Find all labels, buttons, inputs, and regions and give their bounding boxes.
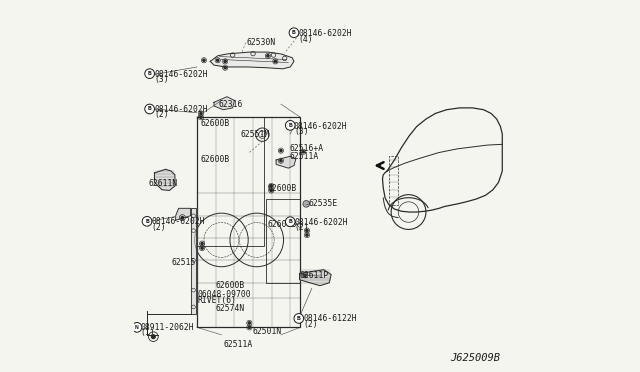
Text: 08146-6202H: 08146-6202H xyxy=(152,217,205,226)
Text: (2): (2) xyxy=(154,110,169,119)
Circle shape xyxy=(248,326,250,328)
Circle shape xyxy=(224,67,227,69)
Polygon shape xyxy=(211,52,294,69)
Text: 62600B: 62600B xyxy=(200,119,230,128)
Polygon shape xyxy=(175,208,191,220)
Text: 62530N: 62530N xyxy=(246,38,276,46)
Circle shape xyxy=(306,234,308,236)
Text: 08146-6202H: 08146-6202H xyxy=(154,105,208,114)
Circle shape xyxy=(270,189,273,192)
Circle shape xyxy=(267,55,269,57)
Text: B: B xyxy=(145,219,149,224)
Text: 08146-6202H: 08146-6202H xyxy=(154,70,208,79)
Text: 62511A: 62511A xyxy=(223,340,253,349)
Circle shape xyxy=(142,217,152,226)
Text: B: B xyxy=(148,106,152,112)
Circle shape xyxy=(200,116,202,118)
Circle shape xyxy=(200,112,202,115)
Text: (2): (2) xyxy=(294,223,309,232)
Text: 08146-6202H: 08146-6202H xyxy=(299,29,353,38)
Text: 62611P: 62611P xyxy=(300,271,329,280)
Circle shape xyxy=(285,217,295,227)
Polygon shape xyxy=(300,270,331,286)
Text: 62611N: 62611N xyxy=(148,179,177,187)
Circle shape xyxy=(285,121,295,130)
Text: 62600B: 62600B xyxy=(215,281,244,290)
Circle shape xyxy=(302,151,305,153)
Circle shape xyxy=(152,335,156,339)
Text: 62600B: 62600B xyxy=(267,220,296,229)
Circle shape xyxy=(145,69,154,78)
Text: 08146-6202H: 08146-6202H xyxy=(294,122,348,131)
Polygon shape xyxy=(214,97,234,110)
Text: 62516+A: 62516+A xyxy=(289,144,324,153)
Circle shape xyxy=(294,314,303,323)
Text: 62574N: 62574N xyxy=(215,304,244,313)
Text: B: B xyxy=(148,71,152,76)
Text: N: N xyxy=(135,325,139,330)
Circle shape xyxy=(201,243,203,245)
Circle shape xyxy=(270,185,273,187)
Circle shape xyxy=(289,28,299,38)
Text: 62600B: 62600B xyxy=(200,155,230,164)
Text: 62551M: 62551M xyxy=(241,130,270,139)
Bar xyxy=(197,117,300,327)
Text: (2): (2) xyxy=(303,320,318,329)
Text: B: B xyxy=(292,30,296,35)
Text: (1): (1) xyxy=(141,328,156,337)
Bar xyxy=(197,117,264,246)
Circle shape xyxy=(280,160,282,162)
Text: 62316: 62316 xyxy=(219,100,243,109)
Text: (3): (3) xyxy=(154,76,169,84)
Polygon shape xyxy=(276,156,296,168)
Circle shape xyxy=(216,59,219,61)
Circle shape xyxy=(248,322,250,324)
Polygon shape xyxy=(191,208,196,314)
Circle shape xyxy=(145,104,154,114)
Circle shape xyxy=(201,247,203,249)
Circle shape xyxy=(275,60,276,62)
Text: 62511A: 62511A xyxy=(289,152,319,161)
Text: J625009B: J625009B xyxy=(451,353,500,363)
Circle shape xyxy=(132,323,142,332)
Circle shape xyxy=(303,201,310,207)
Text: 08146-6202H: 08146-6202H xyxy=(294,218,348,227)
Text: B: B xyxy=(289,123,292,128)
Text: (2): (2) xyxy=(152,223,166,232)
Circle shape xyxy=(306,230,308,232)
Text: B: B xyxy=(297,316,301,321)
Circle shape xyxy=(304,274,306,276)
Text: 62535E: 62535E xyxy=(309,199,338,208)
Text: 62515: 62515 xyxy=(172,258,196,267)
Text: 62600B: 62600B xyxy=(267,185,296,193)
Circle shape xyxy=(280,150,282,152)
Bar xyxy=(266,199,300,283)
Text: 06048-09700: 06048-09700 xyxy=(198,290,252,299)
Circle shape xyxy=(203,59,205,61)
Text: 08911-2062H: 08911-2062H xyxy=(141,323,195,332)
Text: RIVET(6): RIVET(6) xyxy=(198,296,237,305)
Text: 62501N: 62501N xyxy=(252,327,282,336)
Circle shape xyxy=(181,217,184,219)
Text: 08146-6122H: 08146-6122H xyxy=(303,314,357,323)
Polygon shape xyxy=(154,169,175,190)
Circle shape xyxy=(224,60,227,62)
Text: (4): (4) xyxy=(299,35,314,44)
Text: (3): (3) xyxy=(294,127,308,136)
Text: B: B xyxy=(289,219,292,224)
